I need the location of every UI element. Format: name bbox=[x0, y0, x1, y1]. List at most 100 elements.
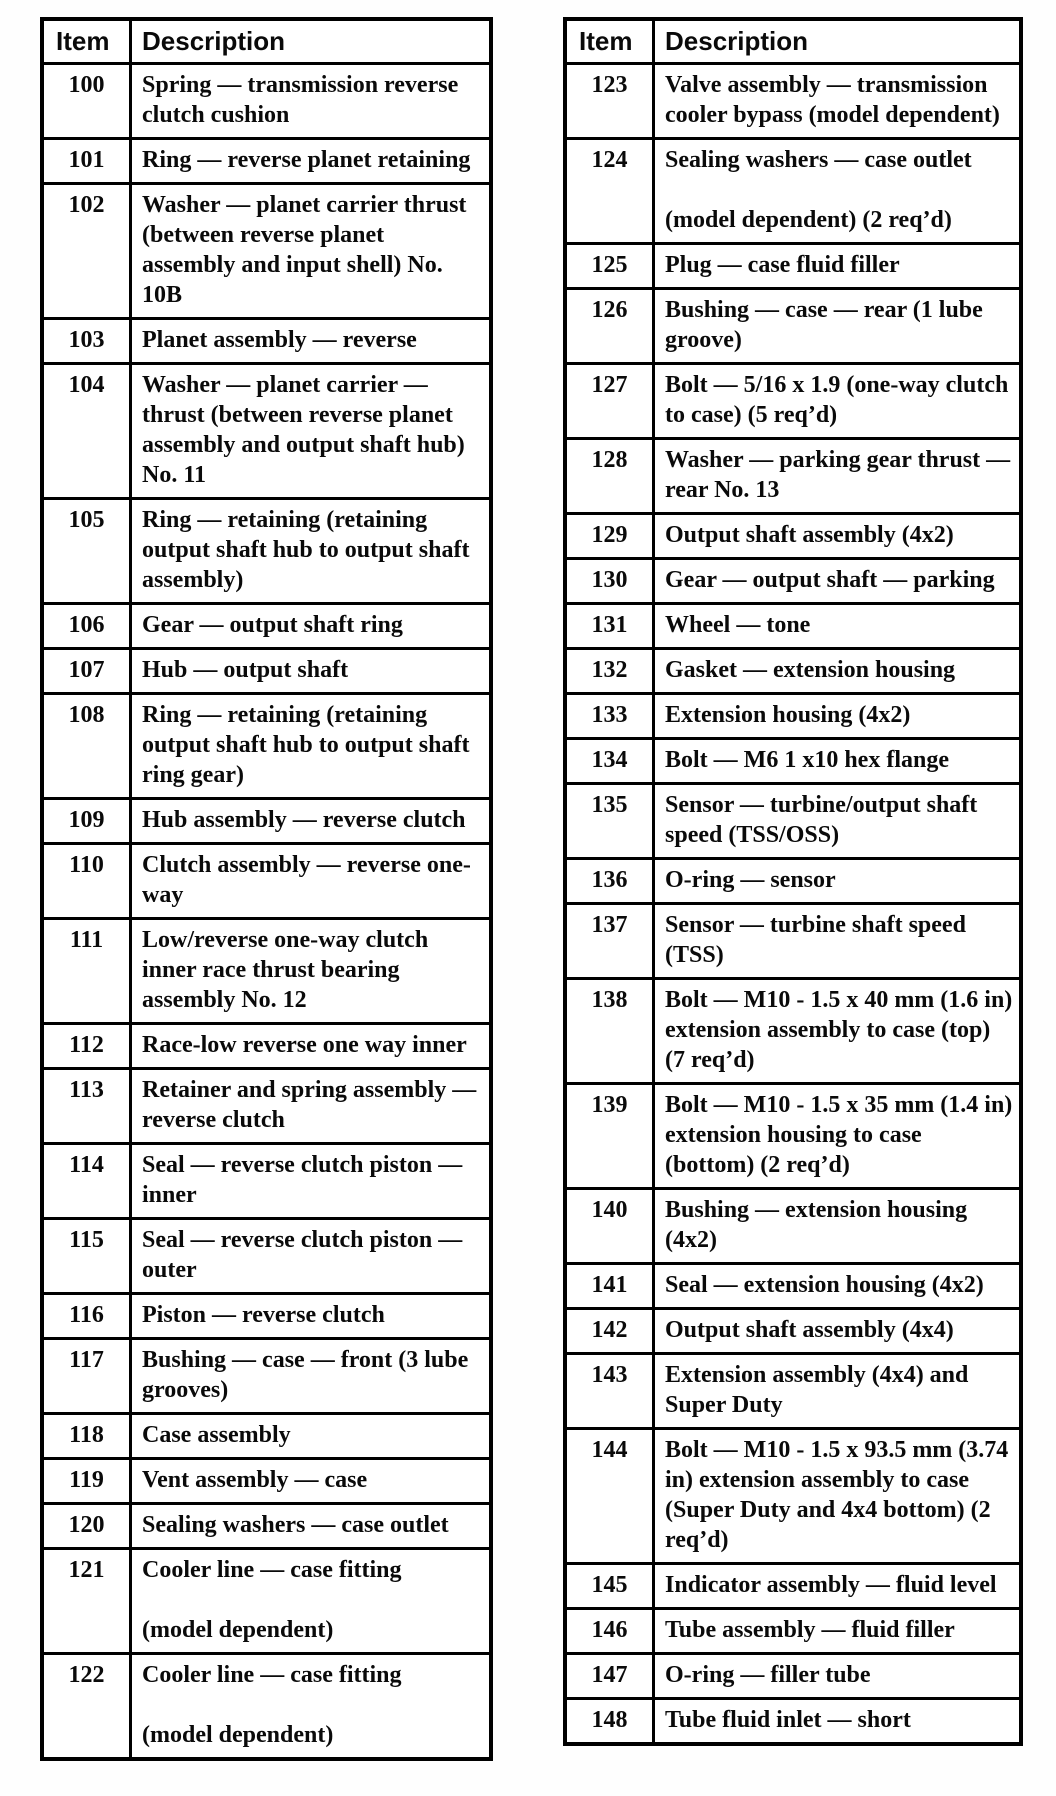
item-description: Extension assembly (4x4) and Super Duty bbox=[652, 1355, 1019, 1427]
item-number: 108 bbox=[68, 702, 105, 728]
item-number: 104 bbox=[68, 372, 105, 398]
item-description: Bushing — case — front (3 lube grooves) bbox=[129, 1340, 489, 1412]
item-description: Hub assembly — reverse clutch bbox=[129, 800, 489, 842]
item-description: Valve assembly — transmission cooler byp… bbox=[652, 65, 1019, 137]
item-description: Vent assembly — case bbox=[129, 1460, 489, 1502]
item-number: 148 bbox=[591, 1707, 628, 1733]
item-number: 147 bbox=[591, 1662, 628, 1688]
table-row: 118 Case assembly bbox=[44, 1412, 489, 1457]
table-row: 117 Bushing — case — front (3 lube groove… bbox=[44, 1337, 489, 1412]
item-number: 128 bbox=[591, 447, 628, 473]
item-description: Ring — retaining (retaining output shaft… bbox=[129, 500, 489, 602]
item-number: 101 bbox=[68, 147, 105, 173]
item-description: Planet assembly — reverse bbox=[129, 320, 489, 362]
item-description: Plug — case fluid filler bbox=[652, 245, 1019, 287]
item-number: 107 bbox=[68, 657, 105, 683]
item-number: 133 bbox=[591, 702, 628, 728]
table-row: 122 Cooler line — case fitting (model dep… bbox=[44, 1652, 489, 1757]
table-row: 147 O-ring — filler tube bbox=[567, 1652, 1019, 1697]
item-description: Washer — parking gear thrust — rear No. … bbox=[652, 440, 1019, 512]
item-description: Bolt — M10 - 1.5 x 40 mm (1.6 in) extens… bbox=[652, 980, 1019, 1082]
table-row: 123 Valve assembly — transmission cooler … bbox=[567, 62, 1019, 137]
item-number: 106 bbox=[68, 612, 105, 638]
item-number: 135 bbox=[591, 792, 628, 818]
description-column-header: Description bbox=[129, 21, 489, 62]
table-row: 130 Gear — output shaft — parking bbox=[567, 557, 1019, 602]
table-row: 129 Output shaft assembly (4x2) bbox=[567, 512, 1019, 557]
table-row: 127 Bolt — 5/16 x 1.9 (one-way clutch to … bbox=[567, 362, 1019, 437]
table-row: 144 Bolt — M10 - 1.5 x 93.5 mm (3.74 in) … bbox=[567, 1427, 1019, 1562]
item-number: 121 bbox=[68, 1557, 105, 1583]
item-description: Seal — extension housing (4x2) bbox=[652, 1265, 1019, 1307]
item-description: Wheel — tone bbox=[652, 605, 1019, 647]
item-number: 134 bbox=[591, 747, 628, 773]
item-description: Tube assembly — fluid filler bbox=[652, 1610, 1019, 1652]
item-number: 137 bbox=[591, 912, 628, 938]
item-number: 112 bbox=[69, 1032, 104, 1058]
item-description: Gear — output shaft — parking bbox=[652, 560, 1019, 602]
item-description: Cooler line — case fitting (model depend… bbox=[129, 1550, 489, 1652]
item-description: Race-low reverse one way inner bbox=[129, 1025, 489, 1067]
item-description: Output shaft assembly (4x2) bbox=[652, 515, 1019, 557]
item-description: Gear — output shaft ring bbox=[129, 605, 489, 647]
item-number: 105 bbox=[68, 507, 105, 533]
table-row: 116 Piston — reverse clutch bbox=[44, 1292, 489, 1337]
item-description: Sealing washers — case outlet bbox=[129, 1505, 489, 1547]
table-body: 100 Spring — transmission reverse clutch … bbox=[44, 62, 489, 1757]
parts-table-items-123-148: Item Description 123 Valve assembly — tra… bbox=[563, 17, 1023, 1746]
item-number: 140 bbox=[591, 1197, 628, 1223]
table-row: 111 Low/reverse one-way clutch inner race… bbox=[44, 917, 489, 1022]
table-row: 141 Seal — extension housing (4x2) bbox=[567, 1262, 1019, 1307]
item-number: 141 bbox=[591, 1272, 628, 1298]
item-number: 117 bbox=[69, 1347, 104, 1373]
item-number: 111 bbox=[69, 927, 104, 953]
table-row: 104 Washer — planet carrier — thrust (bet… bbox=[44, 362, 489, 497]
item-description: Extension housing (4x2) bbox=[652, 695, 1019, 737]
table-row: 112 Race-low reverse one way inner bbox=[44, 1022, 489, 1067]
item-description: Bolt — M10 - 1.5 x 93.5 mm (3.74 in) ext… bbox=[652, 1430, 1019, 1562]
item-column-header: Item bbox=[56, 26, 110, 56]
item-number: 113 bbox=[69, 1077, 104, 1103]
item-number: 120 bbox=[68, 1512, 105, 1538]
item-description: O-ring — sensor bbox=[652, 860, 1019, 902]
item-description: Output shaft assembly (4x4) bbox=[652, 1310, 1019, 1352]
table-row: 142 Output shaft assembly (4x4) bbox=[567, 1307, 1019, 1352]
item-description: Sensor — turbine/output shaft speed (TSS… bbox=[652, 785, 1019, 857]
item-number: 142 bbox=[591, 1317, 628, 1343]
table-row: 137 Sensor — turbine shaft speed (TSS) bbox=[567, 902, 1019, 977]
item-description: Bolt — 5/16 x 1.9 (one-way clutch to cas… bbox=[652, 365, 1019, 437]
item-description: Clutch assembly — reverse one-way bbox=[129, 845, 489, 917]
table-row: 131 Wheel — tone bbox=[567, 602, 1019, 647]
table-body: 123 Valve assembly — transmission cooler … bbox=[567, 62, 1019, 1742]
table-row: 145 Indicator assembly — fluid level bbox=[567, 1562, 1019, 1607]
item-number: 127 bbox=[591, 372, 628, 398]
item-number: 126 bbox=[591, 297, 628, 323]
item-number: 125 bbox=[591, 252, 628, 278]
item-description: Bolt — M6 1 x10 hex flange bbox=[652, 740, 1019, 782]
table-row: 114 Seal — reverse clutch piston — inner bbox=[44, 1142, 489, 1217]
item-description: Bushing — case — rear (1 lube groove) bbox=[652, 290, 1019, 362]
description-column-header: Description bbox=[652, 21, 1019, 62]
table-row: 102 Washer — planet carrier thrust (betwe… bbox=[44, 182, 489, 317]
item-description: Ring — retaining (retaining output shaft… bbox=[129, 695, 489, 797]
item-number: 118 bbox=[69, 1422, 104, 1448]
parts-table-items-100-122: Item Description 100 Spring — transmissio… bbox=[40, 17, 493, 1761]
item-description: Bolt — M10 - 1.5 x 35 mm (1.4 in) extens… bbox=[652, 1085, 1019, 1187]
item-number: 130 bbox=[591, 567, 628, 593]
table-row: 134 Bolt — M6 1 x10 hex flange bbox=[567, 737, 1019, 782]
item-description: Retainer and spring assembly — reverse c… bbox=[129, 1070, 489, 1142]
item-number: 123 bbox=[591, 72, 628, 98]
item-number: 115 bbox=[69, 1227, 104, 1253]
item-number: 116 bbox=[69, 1302, 104, 1328]
table-row: 132 Gasket — extension housing bbox=[567, 647, 1019, 692]
item-number: 146 bbox=[591, 1617, 628, 1643]
table-row: 140 Bushing — extension housing (4x2) bbox=[567, 1187, 1019, 1262]
item-description: Washer — planet carrier — thrust (betwee… bbox=[129, 365, 489, 497]
item-number: 132 bbox=[591, 657, 628, 683]
item-number: 103 bbox=[68, 327, 105, 353]
table-row: 101 Ring — reverse planet retaining bbox=[44, 137, 489, 182]
item-description: Tube fluid inlet — short bbox=[652, 1700, 1019, 1742]
item-description: Spring — transmission reverse clutch cus… bbox=[129, 65, 489, 137]
item-number: 139 bbox=[591, 1092, 628, 1118]
item-number: 124 bbox=[591, 147, 628, 173]
